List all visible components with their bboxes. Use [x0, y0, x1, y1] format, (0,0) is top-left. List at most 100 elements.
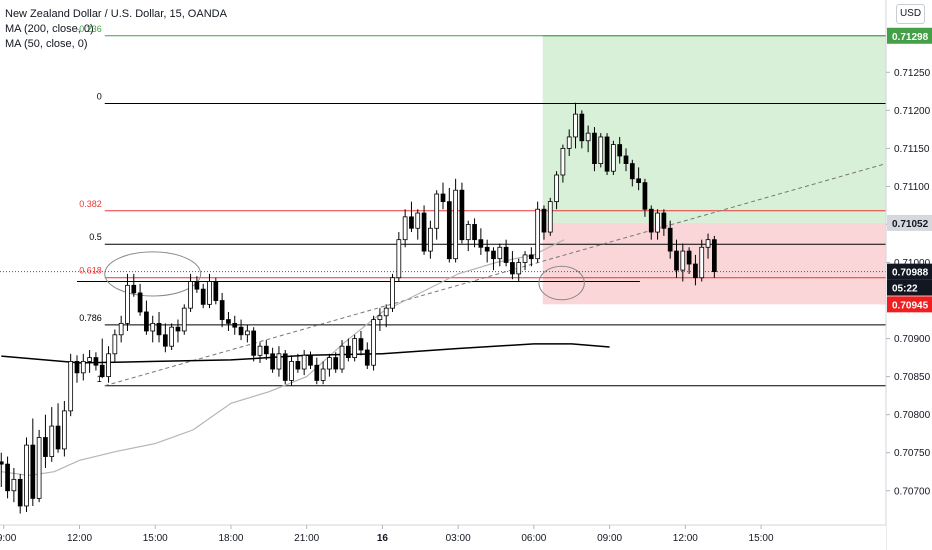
candle [629, 159, 635, 187]
candle [611, 140, 616, 175]
candle-body [270, 353, 275, 370]
candle-body [693, 263, 698, 279]
candle [446, 187, 452, 263]
candle-body [93, 357, 99, 366]
candle [472, 218, 477, 248]
candle [667, 220, 673, 259]
candle [219, 292, 225, 328]
candle [541, 205, 547, 240]
candle-body [421, 212, 427, 252]
x-tick-label: 12:00 [67, 533, 92, 544]
candle [87, 350, 92, 373]
highlight-ellipse [538, 265, 585, 301]
candle-body [131, 284, 137, 294]
candle [428, 220, 433, 259]
candle-body [371, 319, 376, 366]
x-tick-label: 15:00 [143, 533, 168, 544]
candle-body [415, 212, 421, 229]
candle-body [428, 227, 433, 252]
candle-body [674, 250, 679, 271]
candle [17, 474, 23, 514]
candle-body [585, 132, 591, 142]
currency-button[interactable]: USD [896, 4, 925, 24]
trendline [104, 163, 887, 387]
candle-body [699, 246, 705, 279]
y-tick-label: 0.71150 [894, 144, 930, 155]
candle-body [528, 254, 534, 260]
candle [573, 102, 578, 149]
y-tick-label: 0.70750 [894, 448, 931, 459]
ma50-line [1, 239, 565, 477]
candle [188, 273, 193, 312]
candle-body [383, 307, 389, 317]
candle [327, 353, 332, 377]
candle-body [213, 281, 219, 301]
candle-body [188, 281, 193, 309]
x-tick-label: 09:00 [0, 533, 17, 544]
candle-body [80, 361, 86, 374]
candle [131, 273, 137, 297]
candle-body [238, 326, 244, 336]
candle-body [465, 224, 471, 241]
candle-body [30, 444, 36, 499]
candle [371, 315, 376, 371]
y-tick-label: 0.70850 [894, 372, 931, 383]
profit-zone [542, 35, 886, 223]
candle [528, 247, 534, 267]
candle [150, 315, 156, 343]
indicator-ma50[interactable]: MA (50, close, 0) [5, 38, 88, 50]
candle [661, 209, 667, 236]
candle-body [711, 239, 717, 273]
candle-body [345, 345, 351, 359]
candle-body [43, 437, 48, 457]
candle-body [446, 201, 452, 260]
candle-body [592, 132, 597, 164]
indicator-ma200[interactable]: MA (200, close, 0) [5, 23, 94, 35]
candle-body [118, 322, 124, 336]
fib-label: 0.5 [89, 232, 102, 242]
candle-body [402, 216, 408, 241]
candle-body [112, 334, 118, 355]
candle-body [705, 239, 711, 248]
candle [396, 232, 402, 282]
candle-body [579, 113, 585, 142]
candle-body [440, 193, 446, 203]
candle [295, 353, 301, 373]
candle [465, 220, 471, 252]
fib-label: 1 [97, 374, 102, 384]
candle-body [232, 322, 238, 328]
candle-body [661, 212, 667, 229]
candle-body [642, 182, 648, 210]
candle [5, 456, 10, 499]
candle-body [245, 330, 250, 336]
candle [55, 403, 61, 453]
candle [0, 452, 4, 487]
candle [68, 353, 74, 417]
candle [699, 239, 705, 282]
candle [270, 347, 275, 373]
candle [358, 330, 364, 356]
candle-body [314, 364, 320, 381]
candle [617, 136, 623, 164]
candle [175, 319, 181, 343]
candle [711, 235, 717, 278]
candle-body [655, 212, 660, 233]
candle-body [522, 254, 528, 263]
candle [491, 247, 496, 271]
candle [118, 315, 124, 343]
candle [402, 209, 408, 248]
candle [282, 350, 288, 385]
candle [93, 352, 99, 371]
candle [510, 251, 515, 280]
highlight-ellipse [104, 251, 202, 297]
candle-body [396, 239, 402, 279]
candle [674, 239, 679, 278]
x-tick-label: 16 [377, 533, 389, 544]
candle [162, 323, 168, 353]
candle-body [497, 246, 503, 260]
candle-body [623, 155, 629, 164]
candle [623, 148, 629, 172]
candle [535, 201, 541, 263]
candle-body [194, 281, 200, 290]
